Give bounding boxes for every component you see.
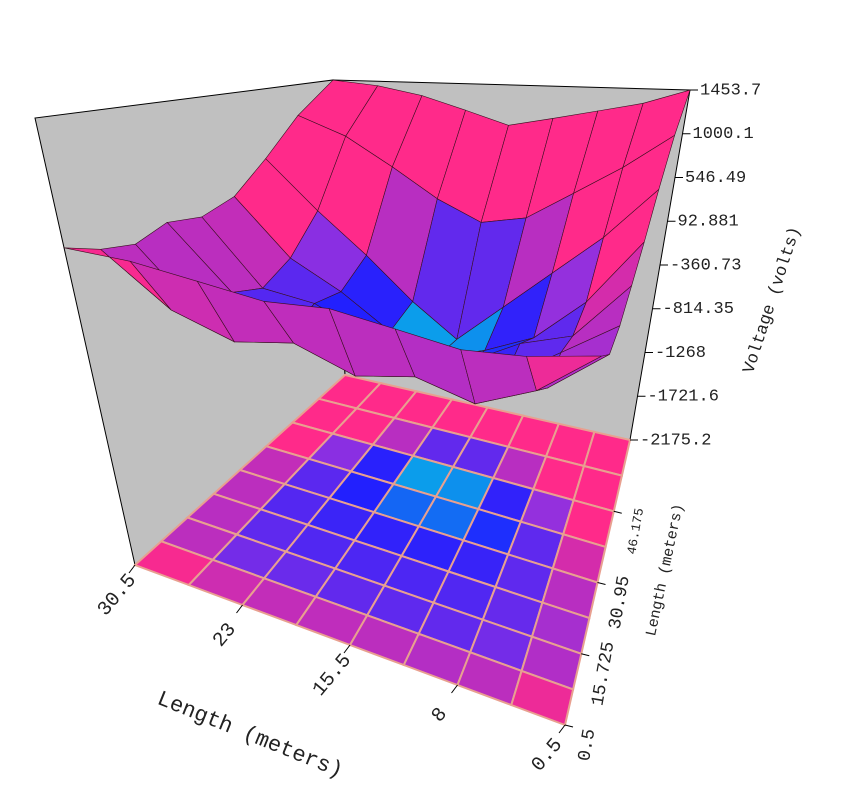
y-tick-label: 30.95 bbox=[606, 574, 635, 631]
y-tick-label: 0.5 bbox=[575, 727, 600, 762]
y-tick bbox=[613, 510, 622, 514]
x-tick bbox=[558, 724, 566, 734]
z-tick-label: 92.881 bbox=[678, 213, 739, 232]
y-tick bbox=[581, 653, 590, 657]
x-tick-label: 30.5 bbox=[93, 570, 141, 622]
z-tick-label: 1000.1 bbox=[693, 125, 754, 144]
z-tick-label: -2175.2 bbox=[640, 431, 711, 450]
z-axis-label: Voltage (volts) bbox=[740, 225, 805, 376]
x-tick bbox=[128, 564, 136, 574]
surface-cell bbox=[526, 355, 602, 392]
y-tick-label: 15.725 bbox=[589, 640, 620, 707]
x-tick bbox=[451, 684, 458, 694]
x-tick-label: 0.5 bbox=[527, 734, 568, 776]
y-tick bbox=[564, 724, 574, 728]
z-tick-label: 546.49 bbox=[685, 169, 746, 188]
x-axis-label: Length (meters) bbox=[153, 687, 346, 784]
y-tick-label: 46.175 bbox=[624, 507, 647, 556]
x-tick-label: 23 bbox=[209, 619, 242, 652]
x-tick bbox=[236, 604, 243, 614]
z-tick-label: -1268 bbox=[655, 344, 706, 363]
x-tick-label: 15.5 bbox=[308, 650, 356, 702]
y-tick bbox=[597, 582, 606, 585]
x-tick bbox=[343, 644, 351, 654]
y-axis-label: Length (meters) bbox=[643, 502, 688, 638]
z-tick-label: -1721.6 bbox=[647, 388, 718, 407]
x-tick-label: 8 bbox=[427, 704, 452, 728]
z-tick-label: 1453.7 bbox=[700, 81, 761, 100]
floor-cell bbox=[510, 669, 575, 727]
z-tick-label: -360.73 bbox=[670, 256, 741, 275]
z-tick-label: -814.35 bbox=[663, 300, 734, 319]
